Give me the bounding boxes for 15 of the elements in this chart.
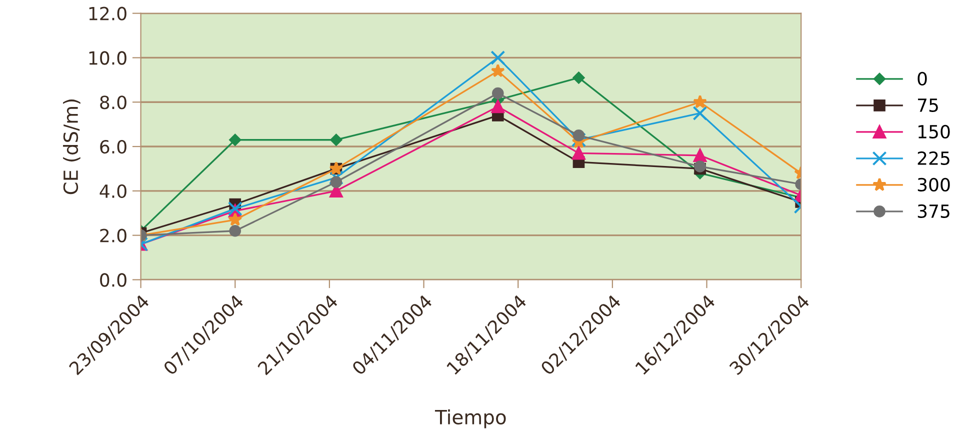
y-axis-title: CE (dS/m) [63,99,80,194]
y-tick-label: 2.0 [100,228,126,242]
y-tick-label: 0.0 [100,273,126,287]
legend-label: 0 [918,72,927,86]
legend-label: 225 [918,151,950,166]
x-axis-title: Tiempo [434,409,506,428]
legend-label: 150 [918,124,950,139]
legend-label: 375 [918,204,950,218]
y-tick-label: 4.0 [100,184,126,198]
y-tick-label: 8.0 [100,96,126,110]
y-tick-label: 12.0 [89,6,126,20]
legend-label: 75 [918,98,938,112]
legend-label: 300 [918,178,950,192]
y-tick-label: 10.0 [89,51,126,65]
y-tick-label: 6.0 [100,140,126,154]
